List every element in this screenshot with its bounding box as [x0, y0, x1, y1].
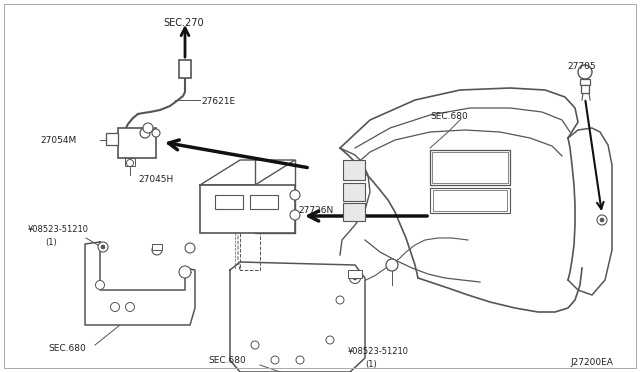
Circle shape	[336, 296, 344, 304]
Text: (1): (1)	[45, 238, 57, 247]
Circle shape	[152, 245, 162, 255]
Circle shape	[271, 356, 279, 364]
Bar	[125, 158, 135, 166]
Circle shape	[143, 123, 153, 133]
Circle shape	[125, 302, 134, 311]
Text: 27705: 27705	[567, 62, 596, 71]
Text: (1): (1)	[365, 360, 377, 369]
Circle shape	[290, 210, 300, 220]
Bar	[200, 185, 295, 233]
Bar	[430, 188, 510, 213]
Circle shape	[349, 273, 360, 283]
Bar	[118, 128, 156, 158]
Bar	[343, 203, 365, 221]
Text: 27621E: 27621E	[201, 97, 235, 106]
Bar	[432, 152, 508, 183]
Text: SEC.680: SEC.680	[48, 344, 86, 353]
Text: SEC.680: SEC.680	[208, 356, 246, 365]
Bar	[250, 195, 278, 209]
Text: J27200EA: J27200EA	[570, 358, 613, 367]
Circle shape	[140, 128, 150, 138]
Circle shape	[179, 266, 191, 278]
Text: 27054M: 27054M	[40, 136, 76, 145]
Bar	[343, 160, 365, 180]
Bar	[430, 150, 510, 185]
Text: 27045H: 27045H	[138, 175, 173, 184]
Bar	[179, 60, 191, 78]
Bar	[348, 270, 362, 278]
Circle shape	[185, 243, 195, 253]
Bar	[433, 190, 507, 211]
Circle shape	[578, 65, 592, 79]
Circle shape	[386, 259, 398, 271]
Text: 27726N: 27726N	[298, 206, 333, 215]
Text: ¥08523-51210: ¥08523-51210	[28, 225, 89, 234]
Bar	[581, 85, 589, 93]
Text: SEC.680: SEC.680	[430, 112, 468, 121]
Circle shape	[152, 129, 160, 137]
Bar	[215, 195, 243, 209]
Text: ¥08523-51210: ¥08523-51210	[348, 347, 409, 356]
Circle shape	[353, 276, 357, 280]
Bar	[343, 183, 365, 201]
Bar	[152, 244, 162, 250]
Circle shape	[98, 242, 108, 252]
Circle shape	[326, 336, 334, 344]
Circle shape	[101, 245, 105, 249]
Circle shape	[600, 218, 604, 222]
Circle shape	[251, 341, 259, 349]
Bar	[106, 133, 118, 145]
Circle shape	[111, 302, 120, 311]
Bar	[580, 79, 590, 85]
Circle shape	[296, 356, 304, 364]
Circle shape	[597, 215, 607, 225]
Circle shape	[127, 160, 134, 167]
Circle shape	[95, 280, 104, 289]
Circle shape	[290, 190, 300, 200]
Text: SEC.270: SEC.270	[163, 18, 204, 28]
